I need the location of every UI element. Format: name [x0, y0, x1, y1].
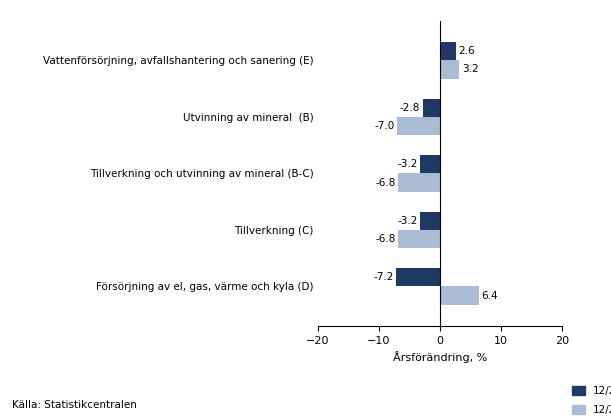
Bar [440, 61, 459, 79]
Bar [397, 117, 440, 135]
Bar [420, 155, 440, 173]
Bar [398, 173, 440, 191]
Bar [440, 42, 456, 61]
Text: -7.0: -7.0 [375, 121, 395, 131]
Text: 2.6: 2.6 [458, 46, 475, 56]
Bar [398, 230, 440, 248]
Legend: 12/2013-2/2014, 12/2012-2/2013: 12/2013-2/2014, 12/2012-2/2013 [573, 386, 611, 415]
Text: -2.8: -2.8 [400, 103, 420, 113]
X-axis label: Årsförändring, %: Årsförändring, % [393, 351, 487, 363]
Text: 3.2: 3.2 [462, 64, 478, 74]
Text: -7.2: -7.2 [373, 273, 393, 283]
Text: -6.8: -6.8 [376, 234, 396, 244]
Text: 6.4: 6.4 [481, 291, 498, 301]
Bar [420, 212, 440, 230]
Bar [396, 268, 440, 286]
Text: -6.8: -6.8 [376, 178, 396, 188]
Bar [423, 99, 440, 117]
Bar [440, 286, 479, 305]
Text: -3.2: -3.2 [398, 216, 418, 226]
Text: -3.2: -3.2 [398, 159, 418, 169]
Text: Källa: Statistikcentralen: Källa: Statistikcentralen [12, 400, 137, 410]
